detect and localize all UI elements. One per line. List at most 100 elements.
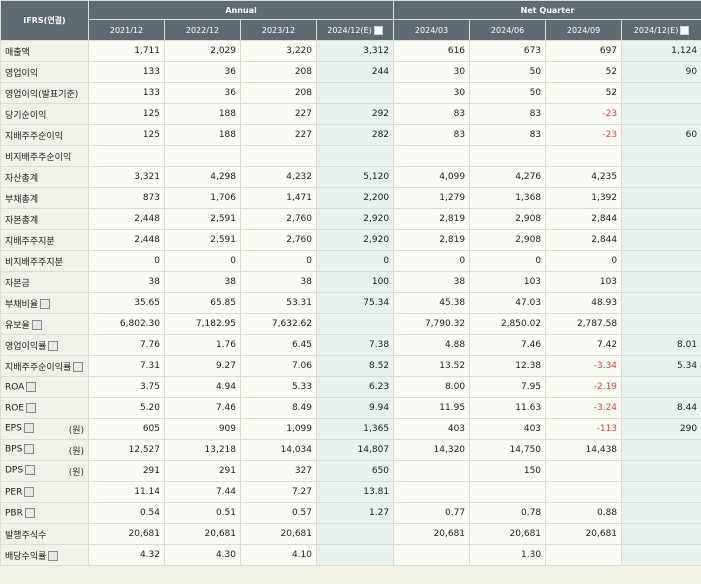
row-label-cell: 부채비율 bbox=[0, 292, 89, 314]
value-cell: 2,850.02 bbox=[469, 313, 547, 335]
value-cell: 7,632.62 bbox=[240, 313, 317, 335]
estimate-value-cell bbox=[621, 292, 701, 314]
value-cell: 0.77 bbox=[393, 502, 471, 524]
value-cell: 133 bbox=[88, 82, 165, 104]
info-icon[interactable] bbox=[48, 551, 59, 561]
value-cell: 7.31 bbox=[88, 355, 165, 377]
table-row: PER 11.14 7.44 7.27 13.81 bbox=[0, 481, 701, 503]
estimate-value-cell: 9.94 bbox=[315, 397, 395, 419]
table-row: EPS (원) 605 909 1,099 1,365 403 403 -113 290 bbox=[0, 418, 701, 440]
info-icon[interactable] bbox=[24, 486, 35, 497]
row-label: 지배주주지분 bbox=[5, 236, 55, 247]
value-cell: 4.88 bbox=[393, 334, 471, 356]
value-cell: 20,681 bbox=[88, 523, 165, 545]
table-row: 부채총계 873 1,706 1,471 2,200 1,279 1,368 1,392 bbox=[0, 187, 701, 209]
value-cell: 103 bbox=[545, 271, 623, 293]
value-cell: 20,681 bbox=[393, 523, 471, 545]
info-icon[interactable] bbox=[24, 443, 35, 454]
estimate-value-cell: 6.23 bbox=[315, 376, 395, 398]
value-cell: 3,220 bbox=[240, 40, 317, 62]
info-icon[interactable] bbox=[24, 507, 35, 518]
estimate-value-cell: 1,124 bbox=[621, 40, 701, 62]
value-cell: 5.20 bbox=[88, 397, 165, 419]
value-cell: 38 bbox=[88, 271, 165, 293]
value-cell: 14,320 bbox=[393, 439, 471, 461]
row-label: ROE bbox=[5, 403, 25, 414]
col-label: 2021/12 bbox=[109, 25, 144, 35]
row-label: EPS bbox=[5, 423, 22, 433]
value-cell: 2,844 bbox=[545, 208, 623, 230]
value-cell: 4.30 bbox=[164, 544, 241, 566]
estimate-value-cell: 75.34 bbox=[315, 292, 395, 314]
value-cell: 208 bbox=[240, 61, 317, 83]
estimate-value-cell bbox=[621, 208, 701, 230]
estimate-value-cell bbox=[621, 229, 701, 251]
estimate-value-cell: 14,807 bbox=[315, 439, 395, 461]
table-row: 자본금 38 38 38 100 38 103 103 bbox=[0, 271, 701, 293]
estimate-value-cell: 650 bbox=[315, 460, 395, 482]
estimate-value-cell bbox=[621, 187, 701, 209]
info-icon[interactable] bbox=[680, 25, 690, 35]
table-row: 매출액 1,711 2,029 3,220 3,312 616 673 697 1,124 bbox=[0, 40, 701, 62]
value-cell: 2,908 bbox=[469, 208, 547, 230]
value-cell: 327 bbox=[240, 460, 317, 482]
value-cell: 50 bbox=[469, 61, 547, 83]
value-cell: 3.75 bbox=[88, 376, 165, 398]
row-label: PER bbox=[5, 487, 23, 498]
info-icon[interactable] bbox=[26, 402, 37, 413]
value-cell: 13.52 bbox=[393, 355, 471, 377]
value-cell: 0 bbox=[469, 250, 547, 272]
value-cell: 0.51 bbox=[164, 502, 241, 524]
value-cell bbox=[88, 145, 165, 167]
value-cell: 8.49 bbox=[240, 397, 317, 419]
info-icon[interactable] bbox=[48, 341, 59, 351]
info-icon[interactable] bbox=[40, 299, 51, 309]
value-cell: 83 bbox=[393, 103, 471, 125]
value-cell: -3.34 bbox=[545, 355, 623, 377]
value-cell: 0 bbox=[393, 250, 471, 272]
value-cell: 125 bbox=[88, 103, 165, 125]
value-cell: 403 bbox=[469, 418, 547, 440]
value-cell: 227 bbox=[240, 103, 317, 125]
row-label: 발행주식수 bbox=[5, 530, 47, 541]
value-cell bbox=[240, 145, 317, 167]
value-cell: 4.10 bbox=[240, 544, 317, 566]
table-row: 자산총계 3,321 4,298 4,232 5,120 4,099 4,276 4,235 bbox=[0, 166, 701, 188]
value-cell: -2.19 bbox=[545, 376, 623, 398]
value-cell: 2,448 bbox=[88, 208, 165, 230]
value-cell: 873 bbox=[88, 187, 165, 209]
info-icon[interactable] bbox=[73, 362, 84, 372]
estimate-value-cell bbox=[621, 502, 701, 524]
row-label-cell: 당기순이익 bbox=[0, 103, 89, 125]
value-cell: 2,591 bbox=[164, 208, 241, 230]
info-icon[interactable] bbox=[31, 320, 42, 330]
estimate-value-cell: 60 bbox=[621, 124, 701, 146]
row-label-cell: 자산총계 bbox=[0, 166, 89, 188]
estimate-value-cell: 5.34 bbox=[621, 355, 701, 377]
estimate-value-cell bbox=[621, 481, 701, 503]
value-cell: 1,706 bbox=[164, 187, 241, 209]
estimate-value-cell: 8.52 bbox=[315, 355, 395, 377]
value-cell: 36 bbox=[164, 82, 241, 104]
table-row: 영업이익 133 36 208 244 30 50 52 90 bbox=[0, 61, 701, 83]
value-cell: 35.65 bbox=[88, 292, 165, 314]
info-icon[interactable] bbox=[25, 464, 36, 475]
info-icon[interactable] bbox=[23, 422, 34, 433]
info-icon[interactable] bbox=[373, 25, 383, 35]
value-cell: 7.44 bbox=[164, 481, 241, 503]
annual-header: Annual bbox=[87, 0, 395, 20]
value-cell: 53.31 bbox=[240, 292, 317, 314]
annual-col-2024e: 2024/12(E) bbox=[315, 19, 395, 41]
estimate-value-cell bbox=[315, 313, 395, 335]
value-cell bbox=[469, 145, 547, 167]
estimate-value-cell: 1,365 bbox=[315, 418, 395, 440]
col-label: 2024/12(E) bbox=[633, 25, 679, 35]
value-cell bbox=[164, 145, 241, 167]
row-label: 지배주주순이익 bbox=[5, 131, 63, 142]
value-cell: 2,591 bbox=[164, 229, 241, 251]
estimate-value-cell bbox=[621, 313, 701, 335]
table-row: 영업이익률 7.76 1.76 6.45 7.38 4.88 7.46 7.42 8.01 bbox=[0, 334, 701, 356]
row-label: 영업이익률 bbox=[5, 341, 47, 352]
row-label: 지배주주순이익률 bbox=[5, 362, 72, 373]
info-icon[interactable] bbox=[26, 381, 37, 392]
